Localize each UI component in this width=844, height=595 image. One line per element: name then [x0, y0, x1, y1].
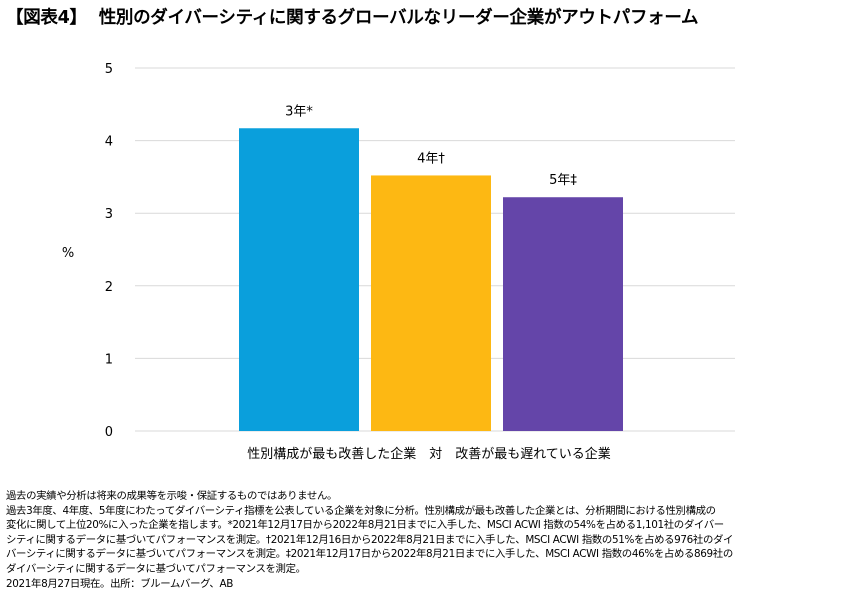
footnote-line: 変化に関して上位20%に入った企業を指します。*2021年12月17日から202…: [6, 519, 724, 532]
bar-chart: 0 1 2 3 4 5% 3年* 4年† 5年‡ 性別構成が最も改善した企業 対 改善が最も遅れて…: [62, 62, 735, 462]
footnote-line: バーシティに関するデータに基づいてパフォーマンスを測定。‡2021年12月17日…: [6, 548, 733, 561]
y-axis-label: %: [62, 246, 74, 261]
bar: [503, 197, 623, 431]
y-tick-label: 3: [105, 207, 113, 222]
y-tick-label: 1: [105, 352, 113, 367]
footnote-line: 2021年8月27日現在。出所：ブルームバーグ、AB: [6, 577, 234, 590]
y-tick-label: 2: [105, 280, 113, 295]
y-tick-label: 0: [105, 425, 113, 440]
bar: [239, 128, 359, 431]
bar: [371, 175, 491, 431]
figure-title: 性別のダイバーシティに関するグローバルなリーダー企業がアウトパフォーム: [98, 8, 699, 28]
footnotes: 過去の実績や分析は将来の成果等を示唆・保証するものではありません。 過去3年度、…: [6, 489, 838, 591]
bar-label: 4年†: [417, 151, 445, 166]
y-tick-label: 4: [105, 135, 113, 150]
footnote-line: 過去の実績や分析は将来の成果等を示唆・保証するものではありません。: [6, 490, 338, 502]
bar-label: 5年‡: [549, 173, 577, 188]
bar-label: 3年*: [285, 104, 313, 119]
footnote-line: 過去3年度、4年度、5年度にわたってダイバーシティ指標を公表している企業を対象に…: [6, 504, 716, 517]
chart-title: 【図表4】 性別のダイバーシティに関するグローバルなリーダー企業がアウトパフォーム: [6, 4, 838, 29]
x-axis-label: 性別構成が最も改善した企業 対 改善が最も遅れている企業: [247, 446, 611, 462]
y-tick-label: 5: [105, 62, 113, 77]
footnote-line: シティに関するデータに基づいてパフォーマンスを測定。†2021年12月16日から…: [6, 533, 734, 546]
footnote-line: ダイバーシティに関するデータに基づいてパフォーマンスを測定。: [6, 562, 306, 575]
figure-label: 【図表4】: [6, 8, 87, 28]
